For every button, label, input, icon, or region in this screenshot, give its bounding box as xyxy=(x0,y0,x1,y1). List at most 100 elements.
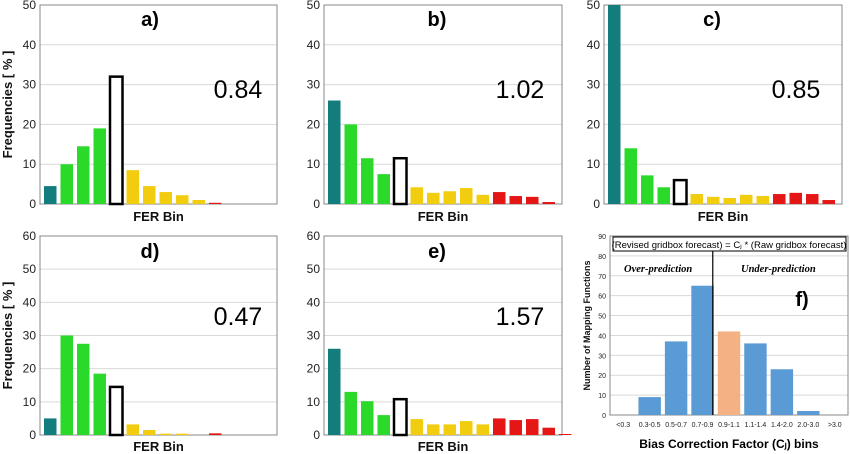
bar xyxy=(143,430,156,435)
panel-c: 0 10 20 30 40 50 FER Bin c) 0.85 xyxy=(587,0,843,224)
y-tick-label: 0 xyxy=(29,428,36,442)
plot-frame xyxy=(603,4,843,205)
bar xyxy=(176,433,189,435)
bar xyxy=(744,343,767,415)
y-tick-label: 40 xyxy=(23,295,37,309)
bar xyxy=(707,196,720,204)
bar xyxy=(443,424,456,435)
bar xyxy=(717,331,741,415)
y-tick-label: 40 xyxy=(307,38,321,52)
bar xyxy=(664,341,688,415)
y-tick-label: 30 xyxy=(23,78,37,92)
bar xyxy=(493,418,506,435)
y-tick-label: 50 xyxy=(23,0,37,12)
y-tick-label: 20 xyxy=(23,117,37,131)
bar xyxy=(60,164,73,204)
bar xyxy=(392,397,408,437)
bar xyxy=(392,156,408,206)
panel-label: c) xyxy=(703,9,721,31)
y-tick-label: 10 xyxy=(23,395,37,409)
bar xyxy=(126,170,139,204)
bar xyxy=(690,194,703,204)
bar xyxy=(60,335,73,435)
bar xyxy=(822,200,835,204)
y-tick-label: 20 xyxy=(587,117,601,131)
bar xyxy=(691,285,714,415)
x-axis-label: FER Bin xyxy=(133,439,184,454)
y-tick-label: 0 xyxy=(593,197,600,211)
panel-label: e) xyxy=(428,241,446,263)
bar xyxy=(143,186,156,204)
panel-value: 0.85 xyxy=(772,76,821,104)
panel-value: 0.84 xyxy=(214,76,263,104)
y-tick-label: 50 xyxy=(598,314,606,321)
y-tick-label: 40 xyxy=(307,295,321,309)
y-tick-label: 80 xyxy=(598,254,606,261)
plot-frame xyxy=(323,235,563,436)
panel-a: 0 10 20 30 40 50 FER Bin Frequencies [ % ] a) 0.8… xyxy=(0,0,278,224)
plot-frame xyxy=(39,235,278,436)
bar xyxy=(159,433,172,435)
formula-text: (Revised gridbox forecast) = Cⱼ * (Raw g… xyxy=(612,240,847,251)
x-axis-label: FER Bin xyxy=(418,439,469,454)
bar xyxy=(44,418,57,435)
x-axis-label: FER Bin xyxy=(133,209,184,224)
y-tick-label: 30 xyxy=(23,329,37,343)
bar xyxy=(638,397,661,415)
y-tick-label: 30 xyxy=(598,353,606,360)
bar xyxy=(526,419,539,435)
x-tick-label: 1.1-1.4 xyxy=(745,422,767,429)
under-prediction-label: Under-prediction xyxy=(741,264,816,275)
bar xyxy=(493,192,506,204)
bar xyxy=(427,424,440,435)
panel-value: 1.57 xyxy=(496,303,545,331)
y-axis-label: Number of Mapping Functions xyxy=(582,261,592,391)
plot-frame xyxy=(323,4,563,205)
y-tick-label: 60 xyxy=(23,229,37,243)
y-tick-label: 60 xyxy=(598,294,606,301)
x-tick-label: >3.0 xyxy=(828,422,842,429)
x-tick-label: 0.9-1.1 xyxy=(718,422,740,429)
bar xyxy=(740,194,753,204)
bar xyxy=(209,433,222,435)
bar xyxy=(77,343,90,435)
bar xyxy=(443,191,456,204)
y-tick-label: 10 xyxy=(307,157,321,171)
y-tick-label: 10 xyxy=(587,157,601,171)
y-tick-label: 0 xyxy=(29,197,36,211)
y-tick-label: 20 xyxy=(307,362,321,376)
y-tick-label: 40 xyxy=(587,38,601,52)
panel-d: 0 10 20 30 40 50 60 FER Bin Frequencies [ % ] d) 0… xyxy=(0,229,278,454)
bar xyxy=(460,421,473,435)
y-tick-label: 30 xyxy=(307,329,321,343)
bar xyxy=(641,175,654,204)
bar xyxy=(624,148,637,204)
bar xyxy=(126,424,139,435)
y-tick-label: 20 xyxy=(598,373,606,380)
bar xyxy=(526,196,539,204)
y-tick-label: 10 xyxy=(598,393,606,400)
bar xyxy=(108,75,124,206)
y-tick-label: 50 xyxy=(307,262,321,276)
panel-e: 0 10 20 30 40 50 60 FER Bin e) 1.57 xyxy=(307,229,572,454)
y-tick-label: 0 xyxy=(313,428,320,442)
panel-label: b) xyxy=(428,9,447,31)
bar xyxy=(509,420,522,435)
y-axis-label: Frequencies [ % ] xyxy=(0,282,15,390)
bar xyxy=(344,124,357,204)
y-tick-label: 10 xyxy=(307,395,321,409)
bar xyxy=(77,146,90,204)
bar xyxy=(44,186,57,204)
x-tick-label: <0.3 xyxy=(616,422,630,429)
y-tick-label: 40 xyxy=(23,38,37,52)
bar xyxy=(361,401,374,435)
bar xyxy=(192,200,205,204)
bar xyxy=(377,415,390,435)
formula-box xyxy=(612,236,847,252)
y-tick-label: 70 xyxy=(598,274,606,281)
bar xyxy=(108,385,124,437)
y-tick-label: 30 xyxy=(587,78,601,92)
over-prediction-label: Over-prediction xyxy=(624,264,692,275)
bar xyxy=(476,194,489,204)
